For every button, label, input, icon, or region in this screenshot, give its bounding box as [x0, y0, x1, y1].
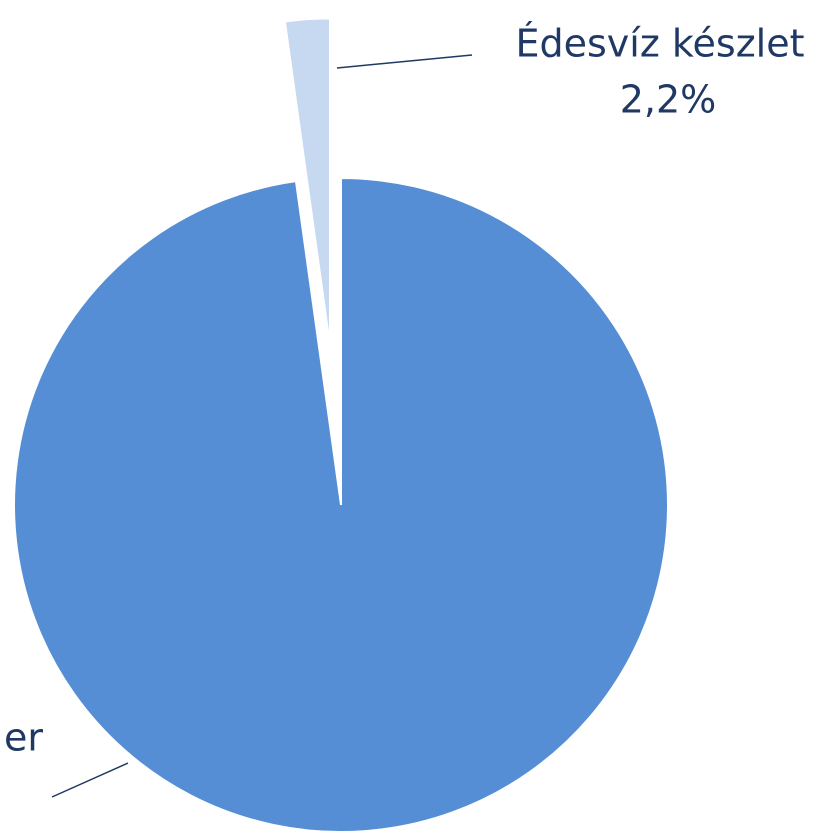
pie-slice	[283, 17, 331, 346]
slice-label: Édesvíz készlet	[516, 22, 805, 66]
value-label: 2,2%	[620, 78, 717, 122]
pie-slice	[13, 176, 669, 832]
slice-label: er	[4, 716, 43, 760]
leader-line	[336, 54, 473, 69]
leader-line	[51, 762, 129, 798]
